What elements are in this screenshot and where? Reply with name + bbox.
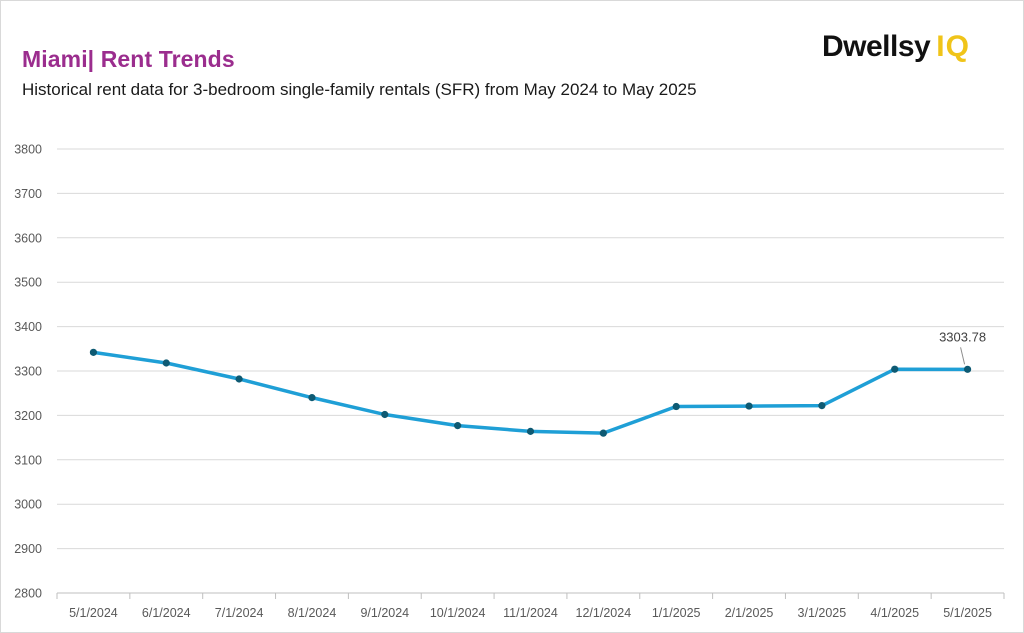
logo-iq-text: IQ — [936, 30, 970, 63]
y-tick-label: 3600 — [14, 231, 42, 245]
x-tick-label: 6/1/2024 — [142, 606, 191, 620]
x-tick-label: 10/1/2024 — [430, 606, 486, 620]
data-point — [672, 402, 680, 411]
x-tick-label: 9/1/2024 — [360, 606, 409, 620]
y-tick-label: 3400 — [14, 320, 42, 334]
x-tick-label: 4/1/2025 — [870, 606, 919, 620]
data-point — [308, 394, 316, 402]
y-tick-label: 3800 — [14, 143, 42, 157]
data-point — [963, 365, 972, 373]
series-group — [89, 348, 972, 437]
x-tick-label: 5/1/2025 — [943, 606, 992, 620]
data-label: 3303.78 — [939, 329, 986, 344]
data-point — [745, 402, 753, 410]
gridlines — [56, 148, 1005, 599]
data-point — [235, 375, 243, 383]
x-tick-label: 11/1/2024 — [503, 606, 558, 620]
data-point — [818, 402, 826, 410]
data-point — [381, 410, 389, 419]
data-point — [891, 365, 899, 373]
x-axis-tick-labels: 5/1/2024 6/1/2024 7/1/2024 8/1/2024 9/1/2024… — [69, 606, 992, 620]
chart-subtitle: Historical rent data for 3-bedroom singl… — [22, 80, 697, 99]
y-axis-tick-labels: 2800 2900 3000 3100 3200 3300 3400 3500 3600 3700… — [14, 143, 42, 601]
y-tick-label: 3300 — [14, 365, 42, 379]
y-tick-label: 2800 — [14, 587, 42, 601]
x-tick-label: 5/1/2024 — [69, 606, 118, 620]
y-tick-label: 2900 — [14, 542, 42, 556]
data-point — [89, 348, 98, 356]
series-line — [91, 350, 970, 435]
y-tick-label: 3200 — [14, 409, 42, 423]
dwellsy-iq-logo: Dwellsy IQ — [822, 30, 970, 64]
y-tick-label: 3000 — [14, 498, 42, 512]
data-point — [454, 422, 462, 430]
data-point — [526, 427, 535, 435]
x-tick-label: 1/1/2025 — [652, 606, 701, 620]
logo-brand-text: Dwellsy — [822, 30, 931, 63]
x-tick-label: 12/1/2024 — [576, 606, 632, 620]
chart-title: Miami| Rent Trends — [22, 46, 235, 72]
x-tick-label: 2/1/2025 — [725, 606, 774, 620]
annotations: 3303.78 — [939, 329, 986, 365]
y-tick-label: 3700 — [14, 187, 42, 201]
y-tick-label: 3500 — [14, 276, 42, 290]
data-point — [599, 429, 607, 437]
data-label-leader — [960, 347, 966, 365]
x-tick-label: 3/1/2025 — [798, 606, 847, 620]
x-tick-label: 7/1/2024 — [215, 606, 264, 620]
y-tick-label: 3100 — [14, 453, 42, 467]
data-point — [162, 359, 170, 367]
x-tick-label: 8/1/2024 — [288, 606, 337, 620]
